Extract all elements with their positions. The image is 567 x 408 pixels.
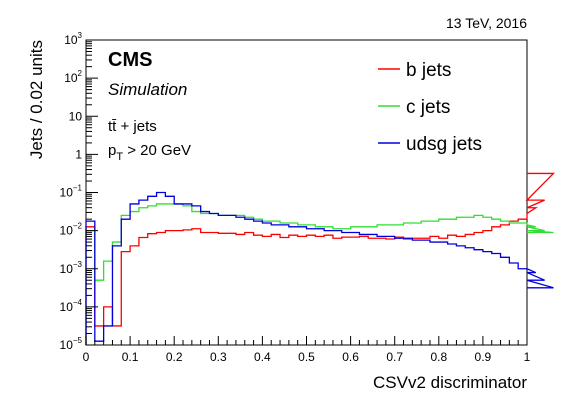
x-tick-label: 0.6 bbox=[342, 350, 359, 364]
y-tick-label: 10−5 bbox=[60, 336, 83, 352]
y-tick-label: 10−1 bbox=[60, 184, 83, 200]
x-tick-label: 0.2 bbox=[166, 350, 183, 364]
y-tick-label: 10 bbox=[69, 109, 83, 123]
y-tick-label: 103 bbox=[64, 31, 82, 47]
y-tick-label: 10−2 bbox=[60, 222, 83, 238]
x-tick-label: 0 bbox=[83, 350, 90, 364]
x-tick-label: 0.7 bbox=[386, 350, 403, 364]
legend: b jets c jets udsg jets bbox=[378, 60, 482, 155]
energy-label: 13 TeV, 2016 bbox=[446, 15, 527, 31]
x-tick-label: 0.1 bbox=[122, 350, 139, 364]
series-layer bbox=[85, 172, 556, 345]
y-tick-label: 10−4 bbox=[60, 298, 83, 314]
series-udsg-jets-line bbox=[85, 191, 554, 345]
legend-label-c-jets: c jets bbox=[406, 97, 450, 118]
x-tick-label: 0.3 bbox=[210, 350, 227, 364]
y-tick-label: 10−3 bbox=[60, 260, 83, 276]
x-tick-label: 0.9 bbox=[475, 350, 492, 364]
cut-label: pT > 20 GeV bbox=[108, 142, 191, 163]
x-tick-label: 0.8 bbox=[430, 350, 447, 364]
y-tick-label: 102 bbox=[64, 69, 82, 85]
cut-label-p: p bbox=[108, 142, 116, 159]
cms-title: CMS bbox=[108, 49, 152, 71]
x-tick-label: 1 bbox=[524, 350, 531, 364]
cut-label-sub: T bbox=[116, 151, 123, 163]
cut-label-rest: > 20 GeV bbox=[123, 142, 191, 159]
series-b-jets-line bbox=[85, 172, 556, 345]
series-c-jets-line bbox=[85, 203, 554, 345]
legend-label-udsg-jets: udsg jets bbox=[406, 134, 482, 155]
y-tick-label: 1 bbox=[75, 147, 82, 161]
simulation-subtitle: Simulation bbox=[108, 80, 187, 99]
legend-label-b-jets: b jets bbox=[406, 60, 451, 81]
y-axis-title: Jets / 0.02 units bbox=[27, 40, 46, 159]
sample-label: tt̄ + jets bbox=[108, 118, 157, 135]
ticks-layer: 0 0.1 0.2 0.3 0.4 0.5 0.6 0.7 0.8 0.9 1 10−5 10−4 10−… bbox=[60, 31, 531, 364]
x-tick-label: 0.5 bbox=[298, 350, 315, 364]
x-axis-title: CSVv2 discriminator bbox=[373, 373, 527, 392]
x-tick-label: 0.4 bbox=[254, 350, 271, 364]
